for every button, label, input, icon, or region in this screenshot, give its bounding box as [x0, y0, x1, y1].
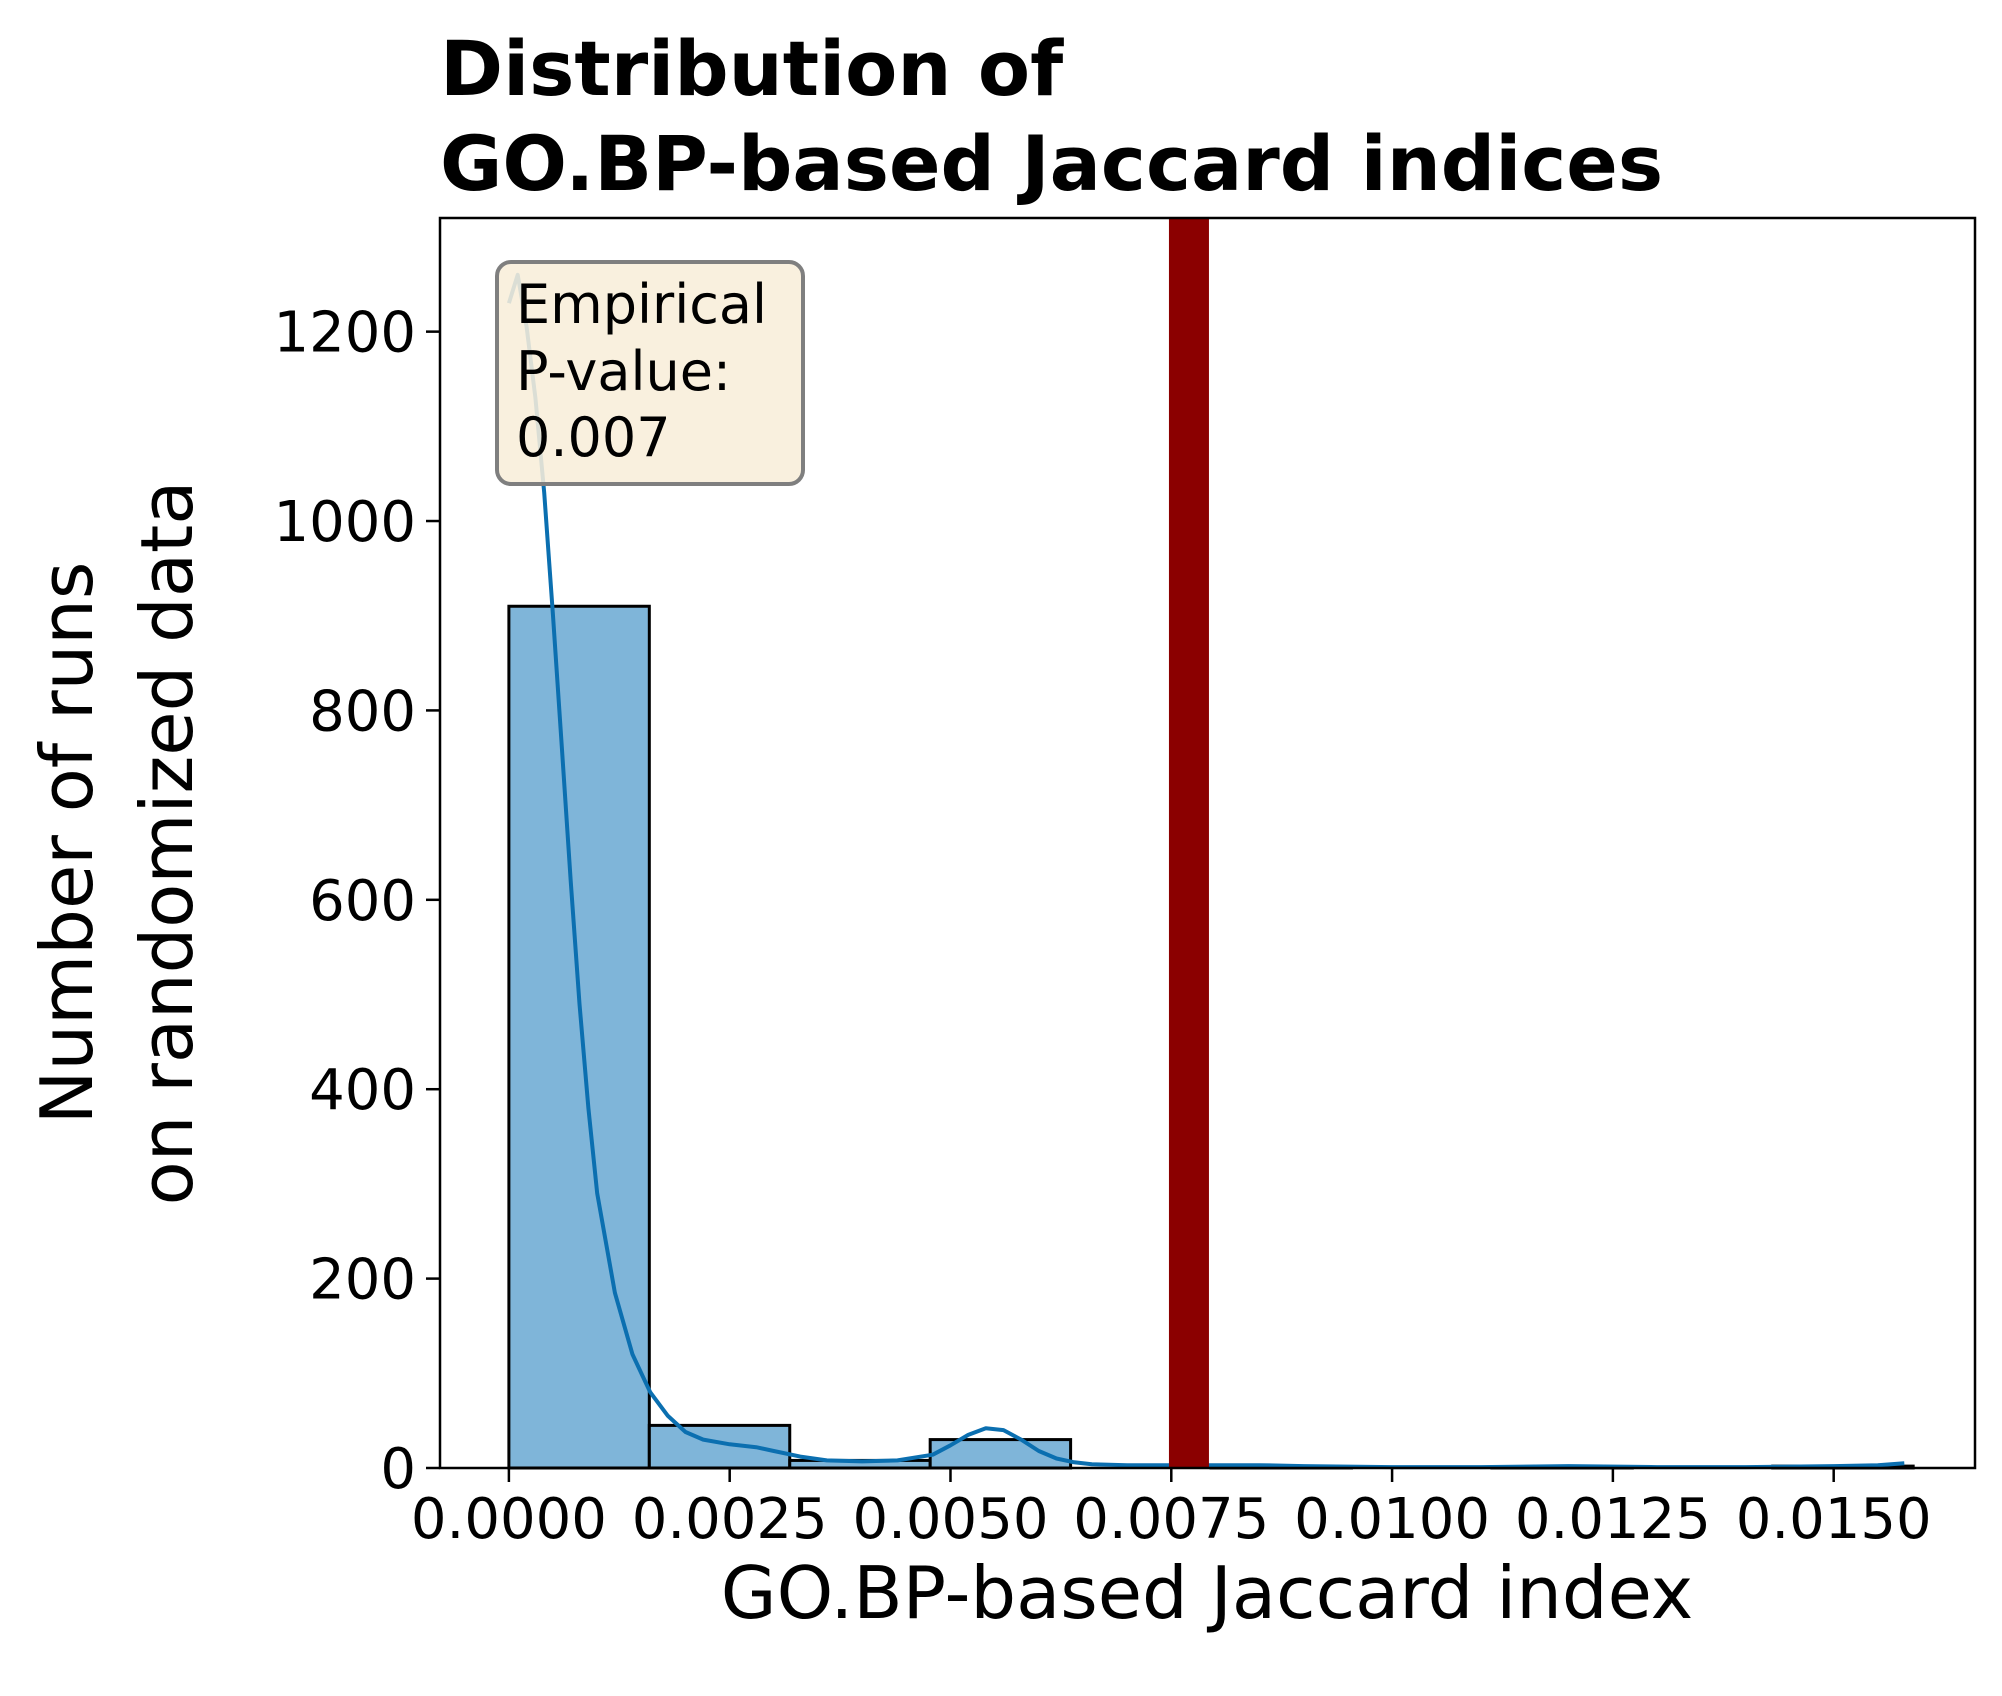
annotation-line-2: P-value:: [516, 340, 731, 403]
x-axis-ticks: 0.0000 0.0025 0.0050 0.0075 0.0100 0.0125 0.01…: [411, 1468, 1932, 1552]
histogram-bars: [507, 604, 1915, 1470]
y-tick-label-1: 200: [309, 1248, 416, 1313]
plot-frame: [438, 216, 1977, 1470]
y-tick-label-5: 1000: [273, 490, 416, 555]
y-axis-label-line-2: on randomized data: [125, 481, 209, 1206]
kde-curve: [506, 272, 1905, 1470]
y-tick-label-4: 800: [309, 679, 416, 744]
x-tick-label-0: 0.0000: [411, 1487, 607, 1552]
y-tick-label-3: 600: [309, 869, 416, 934]
y-tick-label-0: 0: [380, 1437, 416, 1502]
chart-title-line-1: Distribution of: [440, 24, 1064, 113]
p-value-annotation: Empirical P-value: 0.007: [495, 260, 805, 486]
y-axis-label-line-1: Number of runs: [25, 562, 109, 1125]
annotation-line-3: 0.007: [516, 406, 671, 469]
x-tick-label-4: 0.0100: [1294, 1487, 1490, 1552]
y-tick-label-6: 1200: [273, 301, 416, 366]
annotation-line-1: Empirical: [516, 273, 767, 336]
histogram-bar-1: [647, 1423, 792, 1470]
x-tick-label-1: 0.0025: [632, 1487, 828, 1552]
y-axis-ticks: 0 200 400 600 800 1000 1200: [273, 301, 440, 1502]
x-axis-label: GO.BP-based Jaccard index: [721, 1551, 1693, 1635]
annotation-box: [495, 260, 805, 486]
x-tick-label-5: 0.0125: [1515, 1487, 1711, 1552]
x-tick-label-6: 0.0150: [1736, 1487, 1932, 1552]
kde-curve-group: [506, 272, 1905, 1470]
chart-title-line-2: GO.BP-based Jaccard indices: [440, 119, 1663, 208]
x-tick-label-2: 0.0050: [853, 1487, 1049, 1552]
x-tick-label-3: 0.0075: [1073, 1487, 1269, 1552]
y-tick-label-2: 400: [309, 1058, 416, 1123]
